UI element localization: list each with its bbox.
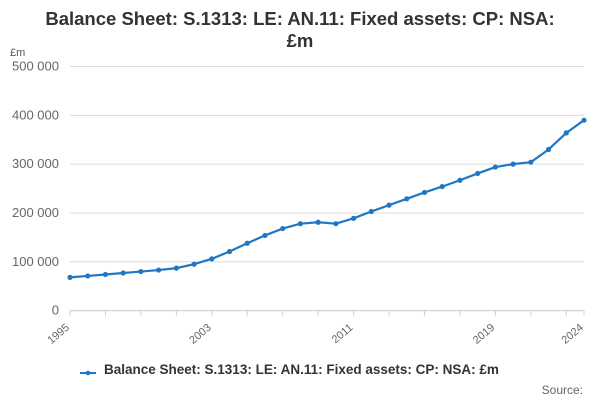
svg-text:300 000: 300 000 bbox=[12, 156, 59, 171]
svg-text:400 000: 400 000 bbox=[12, 107, 59, 122]
svg-text:2011: 2011 bbox=[330, 322, 356, 346]
svg-text:500 000: 500 000 bbox=[12, 59, 59, 74]
svg-text:2003: 2003 bbox=[187, 322, 213, 347]
svg-text:100 000: 100 000 bbox=[12, 254, 59, 269]
svg-text:0: 0 bbox=[52, 303, 59, 318]
svg-text:200 000: 200 000 bbox=[12, 205, 59, 220]
svg-text:1995: 1995 bbox=[45, 322, 71, 347]
svg-text:2024: 2024 bbox=[559, 322, 585, 347]
svg-text:2019: 2019 bbox=[471, 322, 497, 347]
